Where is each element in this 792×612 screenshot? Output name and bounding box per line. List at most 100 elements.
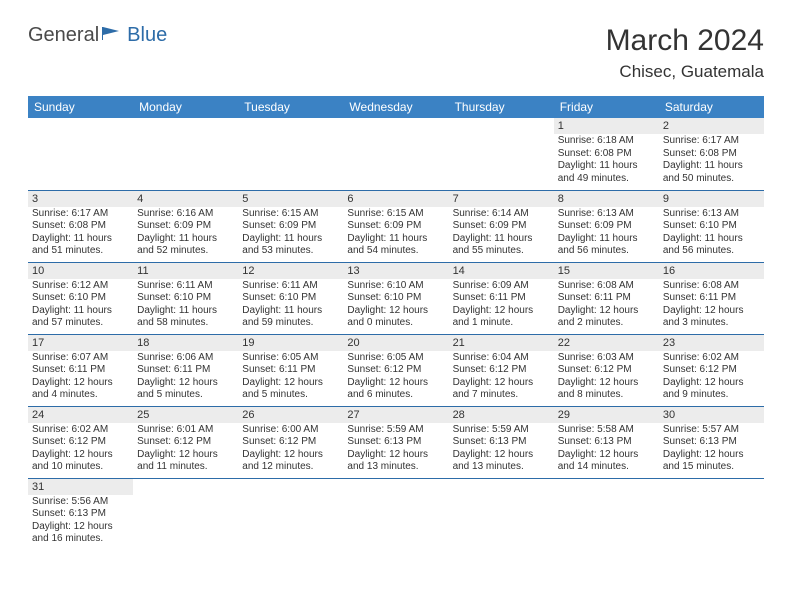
calendar-day: 5Sunrise: 6:15 AMSunset: 6:09 PMDaylight… — [238, 190, 343, 262]
logo-text-blue: Blue — [127, 24, 167, 47]
calendar-empty — [28, 118, 133, 190]
day-info: Sunrise: 6:08 AMSunset: 6:11 PMDaylight:… — [558, 280, 655, 330]
title-block: March 2024 Chisec, Guatemala — [606, 24, 764, 82]
calendar-week: 10Sunrise: 6:12 AMSunset: 6:10 PMDayligh… — [28, 262, 764, 334]
calendar-empty — [659, 478, 764, 550]
calendar-day: 16Sunrise: 6:08 AMSunset: 6:11 PMDayligh… — [659, 262, 764, 334]
day-info: Sunrise: 6:07 AMSunset: 6:11 PMDaylight:… — [32, 352, 129, 402]
calendar-day: 18Sunrise: 6:06 AMSunset: 6:11 PMDayligh… — [133, 334, 238, 406]
calendar-day: 24Sunrise: 6:02 AMSunset: 6:12 PMDayligh… — [28, 406, 133, 478]
day-info: Sunrise: 6:04 AMSunset: 6:12 PMDaylight:… — [453, 352, 550, 402]
calendar-empty — [343, 118, 448, 190]
calendar-day: 14Sunrise: 6:09 AMSunset: 6:11 PMDayligh… — [449, 262, 554, 334]
day-info: Sunrise: 6:15 AMSunset: 6:09 PMDaylight:… — [347, 208, 444, 258]
day-number: 1 — [554, 118, 659, 134]
calendar-day: 30Sunrise: 5:57 AMSunset: 6:13 PMDayligh… — [659, 406, 764, 478]
calendar-day: 8Sunrise: 6:13 AMSunset: 6:09 PMDaylight… — [554, 190, 659, 262]
calendar-day: 2Sunrise: 6:17 AMSunset: 6:08 PMDaylight… — [659, 118, 764, 190]
day-number: 24 — [28, 407, 133, 423]
day-number: 27 — [343, 407, 448, 423]
calendar-day: 28Sunrise: 5:59 AMSunset: 6:13 PMDayligh… — [449, 406, 554, 478]
day-info: Sunrise: 6:02 AMSunset: 6:12 PMDaylight:… — [32, 424, 129, 474]
day-number: 11 — [133, 263, 238, 279]
calendar-day: 21Sunrise: 6:04 AMSunset: 6:12 PMDayligh… — [449, 334, 554, 406]
day-number: 16 — [659, 263, 764, 279]
weekday-header: Thursday — [449, 96, 554, 118]
header: General Blue March 2024 Chisec, Guatemal… — [28, 24, 764, 82]
calendar-day: 1Sunrise: 6:18 AMSunset: 6:08 PMDaylight… — [554, 118, 659, 190]
day-info: Sunrise: 6:14 AMSunset: 6:09 PMDaylight:… — [453, 208, 550, 258]
day-info: Sunrise: 6:13 AMSunset: 6:09 PMDaylight:… — [558, 208, 655, 258]
day-number: 21 — [449, 335, 554, 351]
day-number: 9 — [659, 191, 764, 207]
weekday-header-row: SundayMondayTuesdayWednesdayThursdayFrid… — [28, 96, 764, 118]
day-info: Sunrise: 6:12 AMSunset: 6:10 PMDaylight:… — [32, 280, 129, 330]
day-info: Sunrise: 5:59 AMSunset: 6:13 PMDaylight:… — [453, 424, 550, 474]
day-number: 29 — [554, 407, 659, 423]
calendar-day: 19Sunrise: 6:05 AMSunset: 6:11 PMDayligh… — [238, 334, 343, 406]
day-info: Sunrise: 6:01 AMSunset: 6:12 PMDaylight:… — [137, 424, 234, 474]
day-number: 6 — [343, 191, 448, 207]
day-info: Sunrise: 6:17 AMSunset: 6:08 PMDaylight:… — [32, 208, 129, 258]
location-label: Chisec, Guatemala — [606, 62, 764, 82]
day-info: Sunrise: 5:58 AMSunset: 6:13 PMDaylight:… — [558, 424, 655, 474]
calendar-day: 4Sunrise: 6:16 AMSunset: 6:09 PMDaylight… — [133, 190, 238, 262]
calendar-day: 10Sunrise: 6:12 AMSunset: 6:10 PMDayligh… — [28, 262, 133, 334]
calendar-day: 27Sunrise: 5:59 AMSunset: 6:13 PMDayligh… — [343, 406, 448, 478]
weekday-header: Friday — [554, 96, 659, 118]
day-number: 4 — [133, 191, 238, 207]
calendar-day: 22Sunrise: 6:03 AMSunset: 6:12 PMDayligh… — [554, 334, 659, 406]
day-info: Sunrise: 6:05 AMSunset: 6:12 PMDaylight:… — [347, 352, 444, 402]
calendar-day: 7Sunrise: 6:14 AMSunset: 6:09 PMDaylight… — [449, 190, 554, 262]
weekday-header: Monday — [133, 96, 238, 118]
calendar-empty — [133, 478, 238, 550]
day-info: Sunrise: 6:16 AMSunset: 6:09 PMDaylight:… — [137, 208, 234, 258]
day-number: 31 — [28, 479, 133, 495]
calendar-empty — [449, 478, 554, 550]
day-info: Sunrise: 6:10 AMSunset: 6:10 PMDaylight:… — [347, 280, 444, 330]
calendar-day: 12Sunrise: 6:11 AMSunset: 6:10 PMDayligh… — [238, 262, 343, 334]
calendar-empty — [554, 478, 659, 550]
calendar-week: 24Sunrise: 6:02 AMSunset: 6:12 PMDayligh… — [28, 406, 764, 478]
weekday-header: Wednesday — [343, 96, 448, 118]
day-number: 18 — [133, 335, 238, 351]
calendar-week: 31Sunrise: 5:56 AMSunset: 6:13 PMDayligh… — [28, 478, 764, 550]
calendar-day: 13Sunrise: 6:10 AMSunset: 6:10 PMDayligh… — [343, 262, 448, 334]
day-number: 23 — [659, 335, 764, 351]
calendar-empty — [238, 118, 343, 190]
day-number: 13 — [343, 263, 448, 279]
weekday-header: Tuesday — [238, 96, 343, 118]
day-number: 8 — [554, 191, 659, 207]
day-info: Sunrise: 6:15 AMSunset: 6:09 PMDaylight:… — [242, 208, 339, 258]
day-info: Sunrise: 6:05 AMSunset: 6:11 PMDaylight:… — [242, 352, 339, 402]
calendar-empty — [343, 478, 448, 550]
day-info: Sunrise: 6:09 AMSunset: 6:11 PMDaylight:… — [453, 280, 550, 330]
calendar-day: 15Sunrise: 6:08 AMSunset: 6:11 PMDayligh… — [554, 262, 659, 334]
weekday-header: Sunday — [28, 96, 133, 118]
calendar-day: 29Sunrise: 5:58 AMSunset: 6:13 PMDayligh… — [554, 406, 659, 478]
day-number: 7 — [449, 191, 554, 207]
logo-text-general: General — [28, 24, 99, 47]
day-info: Sunrise: 6:03 AMSunset: 6:12 PMDaylight:… — [558, 352, 655, 402]
day-number: 14 — [449, 263, 554, 279]
day-info: Sunrise: 5:57 AMSunset: 6:13 PMDaylight:… — [663, 424, 760, 474]
calendar-week: 1Sunrise: 6:18 AMSunset: 6:08 PMDaylight… — [28, 118, 764, 190]
calendar-week: 17Sunrise: 6:07 AMSunset: 6:11 PMDayligh… — [28, 334, 764, 406]
day-number: 22 — [554, 335, 659, 351]
day-number: 25 — [133, 407, 238, 423]
day-number: 3 — [28, 191, 133, 207]
calendar-day: 25Sunrise: 6:01 AMSunset: 6:12 PMDayligh… — [133, 406, 238, 478]
day-info: Sunrise: 6:13 AMSunset: 6:10 PMDaylight:… — [663, 208, 760, 258]
day-number: 17 — [28, 335, 133, 351]
logo: General Blue — [28, 24, 167, 47]
calendar-day: 26Sunrise: 6:00 AMSunset: 6:12 PMDayligh… — [238, 406, 343, 478]
calendar-day: 6Sunrise: 6:15 AMSunset: 6:09 PMDaylight… — [343, 190, 448, 262]
day-info: Sunrise: 5:59 AMSunset: 6:13 PMDaylight:… — [347, 424, 444, 474]
day-info: Sunrise: 6:00 AMSunset: 6:12 PMDaylight:… — [242, 424, 339, 474]
day-info: Sunrise: 6:11 AMSunset: 6:10 PMDaylight:… — [137, 280, 234, 330]
calendar-day: 17Sunrise: 6:07 AMSunset: 6:11 PMDayligh… — [28, 334, 133, 406]
day-info: Sunrise: 6:11 AMSunset: 6:10 PMDaylight:… — [242, 280, 339, 330]
calendar-day: 11Sunrise: 6:11 AMSunset: 6:10 PMDayligh… — [133, 262, 238, 334]
calendar-day: 23Sunrise: 6:02 AMSunset: 6:12 PMDayligh… — [659, 334, 764, 406]
day-number: 20 — [343, 335, 448, 351]
